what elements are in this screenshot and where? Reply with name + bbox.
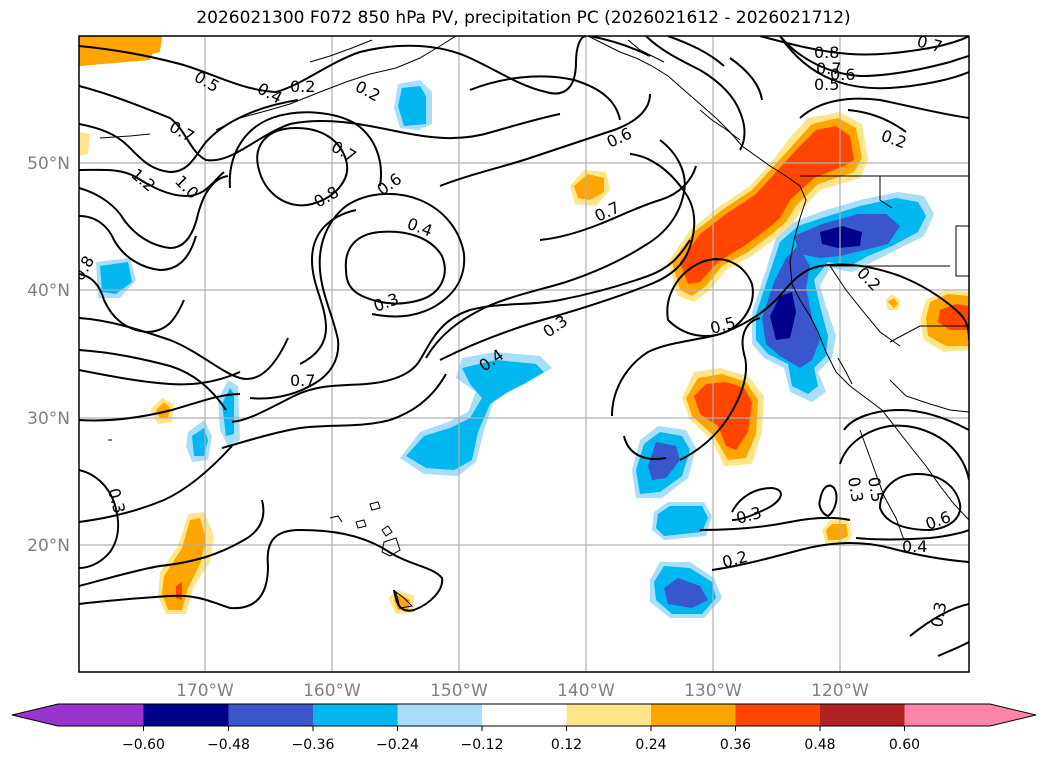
colorbar-segment: [566, 704, 651, 726]
colorbar-tick-label: −0.36: [292, 737, 335, 753]
coastlines: [99, 36, 969, 609]
colorbar-segment: [904, 704, 990, 726]
lon-label: 120°W: [811, 681, 869, 701]
contour-label: 0.7: [290, 371, 315, 390]
latitude-labels: 50°N 40°N 30°N 20°N: [27, 154, 70, 556]
lat-label: 30°N: [27, 409, 70, 429]
colorbar-segment: [820, 704, 905, 726]
colorbar-tick-label: −0.48: [207, 737, 250, 753]
colorbar-tick-label: 0.12: [551, 737, 582, 753]
colorbar-tick-label: −0.60: [122, 737, 165, 753]
colorbar-segment: [482, 704, 567, 726]
map-panel: 0.5 0.4 0.2 0.2 0.7 0.7 1.2 1.0 0.8 0.8 …: [79, 32, 969, 672]
contour-label: 0.3: [927, 600, 950, 628]
contour-label: 0.8: [814, 43, 839, 62]
contour-label: 0.6: [830, 65, 855, 84]
colorbar-segment: [735, 704, 820, 726]
colorbar-outline: [11, 703, 1037, 727]
colorbar-tick-label: −0.24: [376, 737, 419, 753]
colorbar-segment: [143, 704, 229, 726]
lon-label: 130°W: [684, 681, 742, 701]
colorbar-segment: [58, 704, 144, 726]
contour-label: 0.4: [902, 537, 927, 556]
colorbar-segment: [651, 704, 736, 726]
lon-label: 150°W: [430, 681, 488, 701]
lon-label: 160°W: [303, 681, 361, 701]
colorbar-segment: [228, 704, 313, 726]
lat-label: 50°N: [27, 154, 70, 174]
longitude-labels: 170°W 160°W 150°W 140°W 130°W 120°W: [176, 681, 869, 701]
colorbar-tick-label: −0.12: [461, 737, 504, 753]
contour-label: 0.7: [816, 59, 841, 78]
colorbar-extend-max: [990, 704, 1036, 726]
colorbar-tick-label: 0.60: [889, 737, 920, 753]
contour-label: 0.3: [844, 475, 867, 503]
map-title: 2026021300 F072 850 hPa PV, precipitatio…: [196, 8, 851, 28]
lon-label: 170°W: [176, 681, 234, 701]
colorbar-segment: [397, 704, 482, 726]
colorbar-extend-min: [12, 704, 58, 726]
contour-label: 0.5: [814, 75, 839, 94]
lat-label: 20°N: [27, 536, 70, 556]
colorbar-tick-label: 0.24: [635, 737, 666, 753]
lon-label: 140°W: [557, 681, 615, 701]
contour-label: 0.7: [915, 32, 945, 57]
lat-label: 40°N: [27, 281, 70, 301]
colorbar-segment: [313, 704, 398, 726]
colorbar: −0.60 −0.48 −0.36 −0.24 −0.12 0.12 0.24 …: [11, 703, 1037, 753]
map-frame: [78, 35, 970, 673]
contour-label: 0.5: [864, 475, 887, 503]
colorbar-tick-label: 0.36: [720, 737, 751, 753]
pv-contours: [79, 36, 969, 657]
contour-label: 0.2: [290, 77, 315, 96]
colorbar-tick-label: 0.48: [804, 737, 835, 753]
